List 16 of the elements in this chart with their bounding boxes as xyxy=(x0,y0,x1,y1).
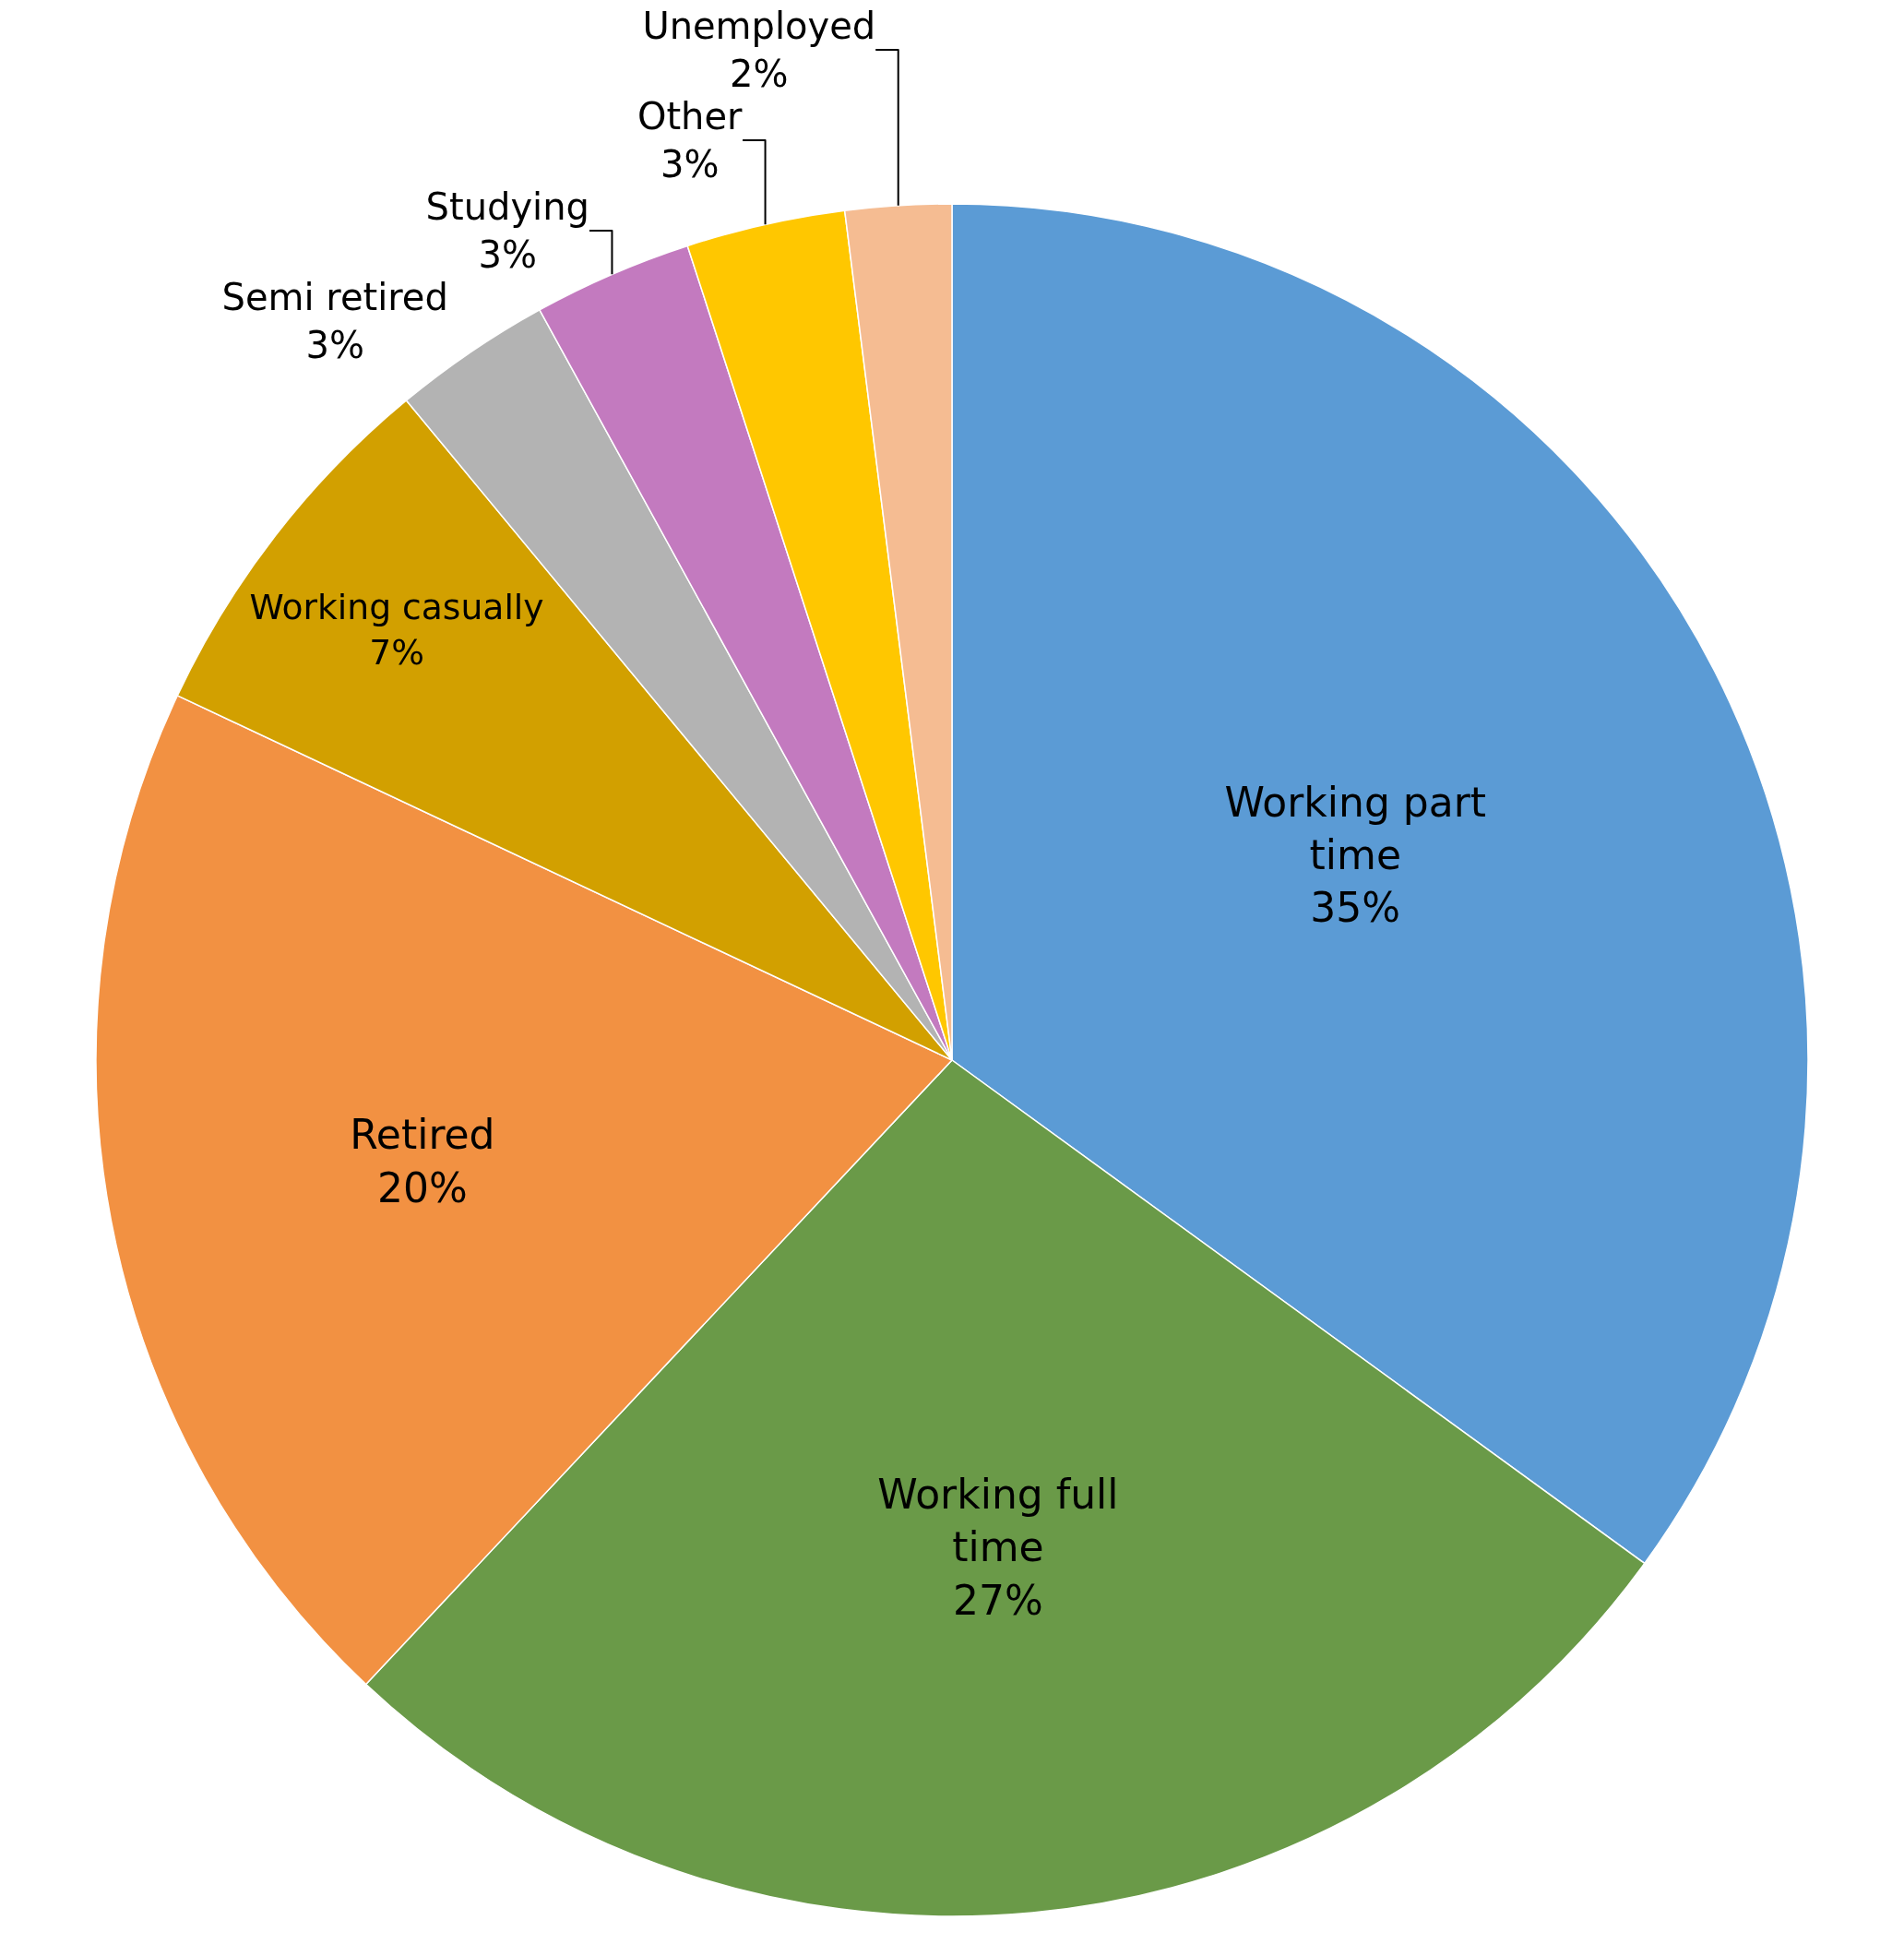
slice-label: Unemployed xyxy=(642,4,876,47)
data-label: 2% xyxy=(730,52,789,95)
data-label: 3% xyxy=(660,142,720,185)
slice-label: Working part time xyxy=(1224,778,1487,878)
data-label: 27% xyxy=(953,1576,1043,1624)
slice-label: Studying xyxy=(425,185,589,228)
slice-label: Other xyxy=(637,94,744,137)
data-label: 7% xyxy=(369,631,424,673)
data-label: 3% xyxy=(478,233,538,276)
slice-label: Retired xyxy=(350,1111,495,1159)
slice-label: Working full time xyxy=(877,1471,1119,1571)
data-label: 3% xyxy=(305,323,364,366)
slice-label: Semi retired xyxy=(221,275,448,318)
data-label: 20% xyxy=(376,1163,468,1211)
slice-label: Working casually xyxy=(249,586,544,627)
data-label: 35% xyxy=(1310,883,1401,931)
